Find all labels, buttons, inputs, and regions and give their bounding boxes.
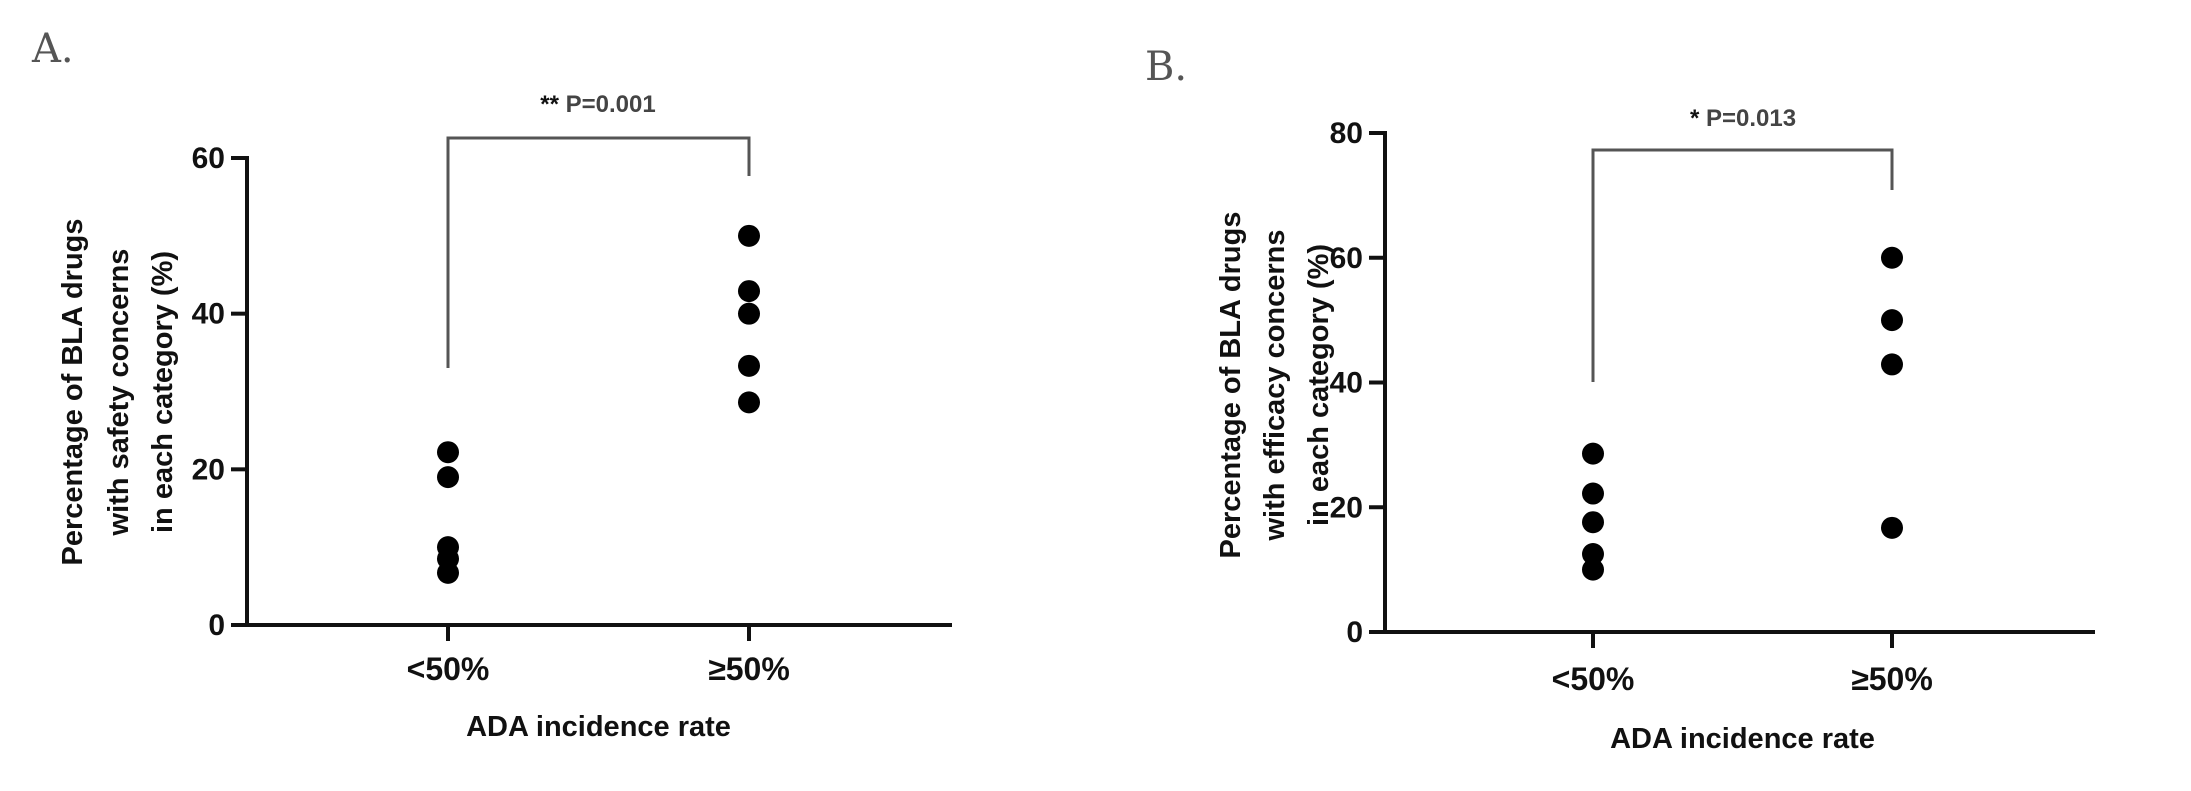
significance-label: ** P=0.001 bbox=[540, 91, 655, 118]
panel-letter: A. bbox=[31, 26, 74, 72]
data-point bbox=[1881, 246, 1903, 269]
data-point bbox=[437, 441, 459, 464]
y-tick-label: 0 bbox=[1346, 616, 1363, 649]
y-tick-label: 20 bbox=[192, 453, 225, 486]
p-value: P=0.001 bbox=[559, 91, 656, 118]
y-tick-label: 20 bbox=[1330, 491, 1363, 524]
y-axis-title-line: in each category (%) bbox=[147, 251, 179, 533]
x-category-label: ≥50% bbox=[708, 651, 790, 687]
panel-letter: B. bbox=[1145, 44, 1187, 90]
y-axis-title-line: with safety concerns bbox=[103, 249, 135, 537]
data-point bbox=[437, 561, 459, 584]
y-tick-label: 0 bbox=[208, 609, 225, 642]
x-category-label: <50% bbox=[407, 651, 490, 687]
significance-stars: * bbox=[1690, 105, 1700, 132]
x-category-label: <50% bbox=[1552, 661, 1635, 697]
data-point bbox=[437, 466, 459, 489]
significance-bracket bbox=[1591, 148, 1894, 382]
y-axis-title-line: Percentage of BLA drugs bbox=[57, 219, 89, 566]
y-tick-label: 40 bbox=[1330, 367, 1363, 400]
y-tick-label: 60 bbox=[192, 142, 225, 175]
data-point bbox=[738, 280, 760, 303]
data-point bbox=[1881, 309, 1903, 332]
y-tick-label: 80 bbox=[1330, 117, 1363, 150]
data-point bbox=[1582, 442, 1604, 465]
data-point bbox=[1582, 543, 1604, 566]
data-point bbox=[1881, 353, 1903, 376]
significance-label: * P=0.013 bbox=[1690, 105, 1796, 132]
significance-bracket bbox=[446, 136, 751, 368]
x-axis-title: ADA incidence rate bbox=[1610, 723, 1875, 755]
data-point bbox=[738, 354, 760, 377]
x-category-label: ≥50% bbox=[1851, 661, 1933, 697]
panel-b: B. 0 20 40 60 80 <50% ≥50% ADA incidence rate Per… bbox=[1145, 44, 2095, 755]
y-axis-title-line: in each category (%) bbox=[1303, 244, 1335, 526]
x-axis-title: ADA incidence rate bbox=[466, 711, 731, 743]
data-point bbox=[1881, 516, 1903, 539]
data-point bbox=[1582, 511, 1604, 534]
data-point bbox=[738, 302, 760, 325]
p-value: P=0.013 bbox=[1699, 105, 1796, 132]
data-point bbox=[1582, 482, 1604, 505]
y-tick-label: 40 bbox=[192, 298, 225, 331]
y-axis-title-line: with efficacy concerns bbox=[1259, 229, 1291, 541]
panel-a: A. 0 20 40 60 <50% ≥50% ADA incidence rate Perce… bbox=[31, 26, 952, 743]
significance-stars: ** bbox=[540, 91, 559, 118]
data-point bbox=[738, 224, 760, 247]
data-point bbox=[738, 391, 760, 414]
y-axis-title-line: Percentage of BLA drugs bbox=[1215, 212, 1247, 559]
data-point bbox=[1582, 558, 1604, 581]
y-tick-label: 60 bbox=[1330, 242, 1363, 275]
